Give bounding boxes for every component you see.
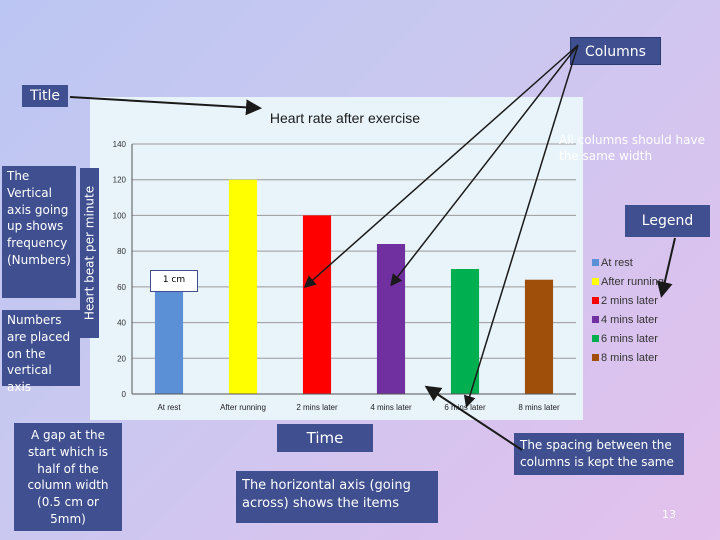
bar — [228, 179, 258, 394]
ylabel-box: Heart beat per minute — [80, 168, 99, 338]
bar — [524, 279, 554, 394]
gap-note-box: A gap at the start which is half of the … — [14, 423, 122, 531]
title-label-box: Title — [22, 85, 68, 107]
legend-swatch — [592, 335, 599, 342]
spacing-note-box: The spacing between the columns is kept … — [514, 433, 684, 475]
y-tick-label: 40 — [117, 319, 126, 328]
columns-label-box: Columns — [570, 37, 661, 65]
vertical-axis-note: The Vertical axis going up shows frequen… — [7, 169, 71, 267]
bar — [154, 279, 184, 394]
x-tick-label: 6 mins later — [444, 403, 486, 412]
bar — [302, 215, 332, 394]
columns-label: Columns — [585, 44, 646, 60]
x-tick-label: 2 mins later — [296, 403, 338, 412]
y-tick-label: 140 — [113, 140, 127, 149]
page-number: 13 — [662, 508, 676, 521]
x-tick-label: After running — [220, 403, 266, 412]
bar — [450, 269, 480, 394]
numbers-placed-note-box: Numbers are placed on the vertical axis — [2, 310, 80, 394]
time-label: Time — [306, 429, 344, 447]
y-tick-label: 0 — [122, 390, 127, 399]
legend-entry: After running — [601, 276, 664, 288]
gap-note: A gap at the start which is half of the … — [27, 428, 109, 526]
time-label-box: Time — [277, 424, 373, 452]
x-tick-label: 4 mins later — [370, 403, 412, 412]
legend-entry: At rest — [601, 257, 633, 269]
legend-label: Legend — [641, 213, 694, 229]
y-tick-label: 80 — [117, 247, 126, 256]
y-tick-label: 100 — [113, 211, 127, 220]
legend-swatch — [592, 354, 599, 361]
legend-swatch — [592, 316, 599, 323]
legend-entry: 6 mins later — [601, 333, 658, 345]
chart-title: Heart rate after exercise — [270, 110, 420, 126]
legend-swatch — [592, 259, 599, 266]
same-width-note: All columns should have the same width — [559, 133, 705, 164]
legend: At rest After running 2 mins later 4 mins l… — [592, 257, 664, 364]
x-tick-label: 8 mins later — [518, 403, 560, 412]
scale-marker-box: 1 cm — [150, 270, 198, 292]
title-label: Title — [29, 88, 60, 104]
legend-swatch — [592, 278, 599, 285]
bar — [376, 244, 406, 394]
y-axis-label: Heart beat per minute — [82, 185, 97, 321]
legend-label-box: Legend — [625, 205, 710, 237]
legend-entry: 4 mins later — [601, 314, 658, 326]
numbers-placed-note: Numbers are placed on the vertical axis — [7, 313, 71, 395]
y-tick-label: 20 — [117, 354, 126, 363]
horizontal-axis-note-box: The horizontal axis (going across) shows… — [236, 471, 438, 523]
legend-swatch — [592, 297, 599, 304]
vertical-axis-note-box: The Vertical axis going up shows frequen… — [2, 166, 76, 298]
horizontal-axis-note: The horizontal axis (going across) shows… — [242, 478, 411, 512]
legend-entry: 8 mins later — [601, 352, 658, 364]
legend-entry: 2 mins later — [601, 295, 658, 307]
y-tick-label: 60 — [117, 283, 126, 292]
spacing-note: The spacing between the columns is kept … — [520, 438, 674, 469]
scale-marker-label: 1 cm — [162, 275, 186, 285]
y-tick-label: 120 — [113, 176, 127, 185]
x-tick-label: At rest — [157, 403, 181, 412]
